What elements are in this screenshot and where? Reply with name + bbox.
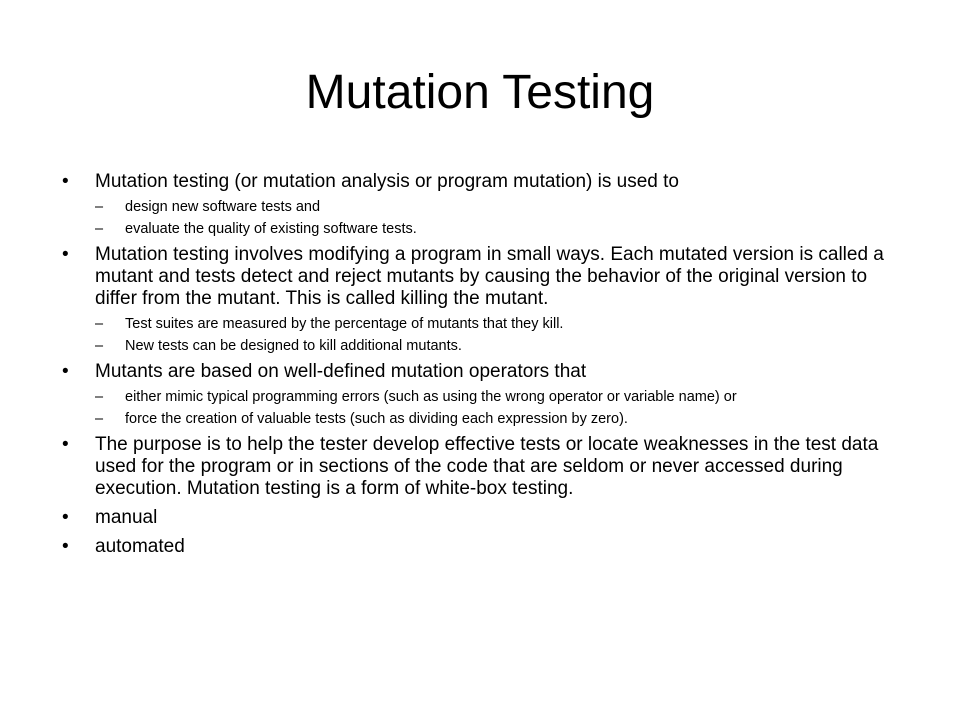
bullet-text: Mutation testing involves modifying a pr…	[95, 244, 884, 309]
sub-list: – Test suites are measured by the percen…	[95, 316, 912, 354]
bullet-list: • Mutation testing (or mutation analysis…	[62, 171, 912, 565]
dash-marker: –	[95, 316, 104, 332]
bullet-marker: •	[62, 361, 69, 382]
bullet-marker: •	[62, 171, 69, 192]
sub-item: – design new software tests and	[95, 199, 912, 215]
sub-item-text: New tests can be designed to kill additi…	[125, 338, 462, 354]
bullet-text: The purpose is to help the tester develo…	[95, 434, 879, 499]
sub-item: – evaluate the quality of existing softw…	[95, 221, 912, 237]
bullet-marker: •	[62, 434, 69, 455]
slide-title: Mutation Testing	[305, 66, 655, 119]
bullet-text: automated	[95, 536, 185, 557]
bullet-item: • automated	[62, 536, 912, 558]
sub-item-text: either mimic typical programming errors …	[125, 389, 737, 405]
bullet-marker: •	[62, 507, 69, 528]
bullet-text: Mutation testing (or mutation analysis o…	[95, 171, 679, 192]
dash-marker: –	[95, 389, 104, 405]
bullet-item: • manual	[62, 507, 912, 529]
sub-list: – either mimic typical programming error…	[95, 389, 912, 427]
bullet-text: manual	[95, 507, 158, 528]
sub-item-text: design new software tests and	[125, 199, 321, 215]
dash-marker: –	[95, 199, 104, 215]
bullet-item: • The purpose is to help the tester deve…	[62, 434, 912, 500]
bullet-item: • Mutation testing (or mutation analysis…	[62, 171, 912, 237]
bullet-marker: •	[62, 536, 69, 557]
sub-list: – design new software tests and – evalua…	[95, 199, 912, 237]
dash-marker: –	[95, 338, 104, 354]
sub-item: – New tests can be designed to kill addi…	[95, 338, 912, 354]
sub-item: – force the creation of valuable tests (…	[95, 411, 912, 427]
sub-item-text: evaluate the quality of existing softwar…	[125, 221, 417, 237]
sub-item: – Test suites are measured by the percen…	[95, 316, 912, 332]
sub-item-text: force the creation of valuable tests (su…	[125, 411, 628, 427]
bullet-marker: •	[62, 244, 69, 265]
bullet-text: Mutants are based on well-defined mutati…	[95, 361, 587, 382]
sub-item-text: Test suites are measured by the percenta…	[125, 316, 564, 332]
bullet-item: • Mutation testing involves modifying a …	[62, 244, 912, 354]
sub-item: – either mimic typical programming error…	[95, 389, 912, 405]
dash-marker: –	[95, 221, 104, 237]
bullet-item: • Mutants are based on well-defined muta…	[62, 361, 912, 427]
dash-marker: –	[95, 411, 104, 427]
